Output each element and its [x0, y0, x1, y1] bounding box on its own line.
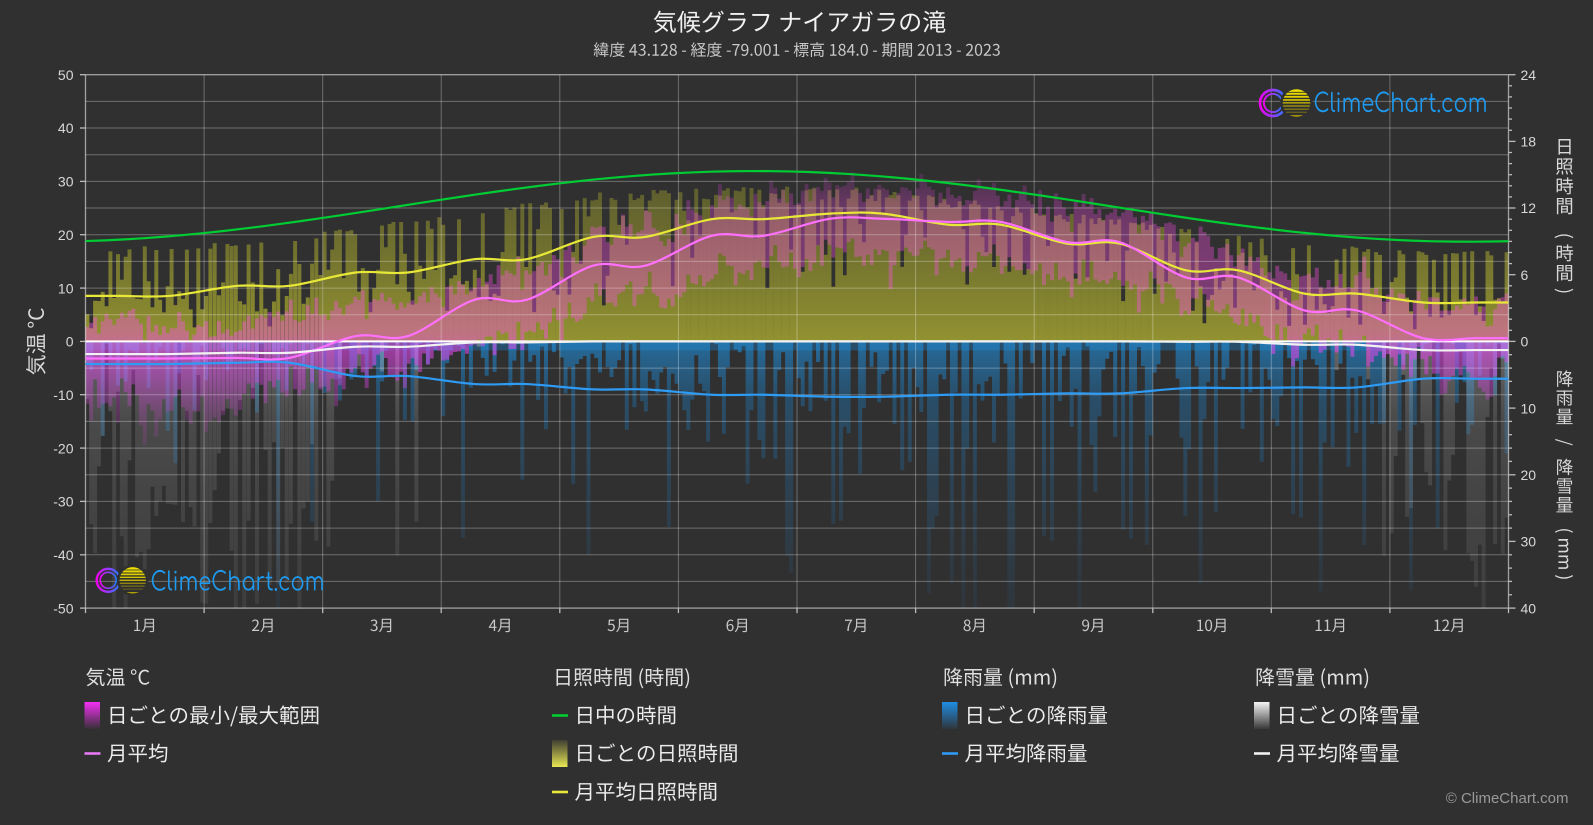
svg-text:0: 0 — [66, 334, 74, 350]
svg-text:20: 20 — [58, 227, 74, 243]
svg-text:-40: -40 — [53, 547, 73, 563]
svg-text:-30: -30 — [53, 494, 73, 510]
svg-text:12: 12 — [1521, 200, 1537, 216]
svg-text:40: 40 — [1521, 600, 1537, 616]
svg-text:0: 0 — [1521, 334, 1529, 350]
svg-text:-20: -20 — [53, 440, 73, 456]
svg-text:40: 40 — [58, 120, 74, 136]
svg-text:18: 18 — [1521, 134, 1537, 150]
svg-text:50: 50 — [58, 67, 74, 83]
svg-text:-10: -10 — [53, 387, 73, 403]
svg-text:10: 10 — [1521, 400, 1537, 416]
svg-text:© ClimeChart.com: © ClimeChart.com — [1446, 790, 1569, 807]
svg-text:24: 24 — [1521, 67, 1537, 83]
svg-text:-50: -50 — [53, 600, 73, 616]
svg-text:20: 20 — [1521, 467, 1537, 483]
svg-text:30: 30 — [58, 174, 74, 190]
svg-text:6: 6 — [1521, 267, 1529, 283]
svg-text:10: 10 — [58, 280, 74, 296]
svg-text:30: 30 — [1521, 534, 1537, 550]
